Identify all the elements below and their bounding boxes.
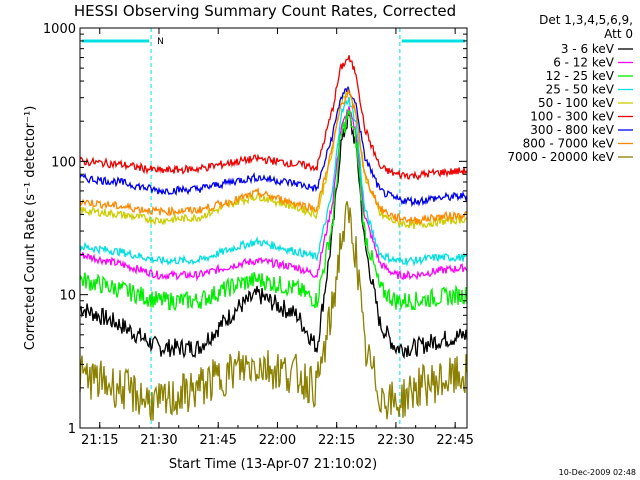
x-tick-label: 21:45 [199,433,236,448]
x-tick-label: 22:15 [318,433,355,448]
y-tick-label: 1 [68,422,76,437]
legend-label: 25 - 50 keV [546,83,615,97]
axes: 21:15 21:30 21:45 22:00 22:15 22:30 22:45 1 10 10… [43,22,474,448]
footer-timestamp: 10-Dec-2009 02:48 [559,468,636,477]
x-tick-label: 21:30 [140,433,177,448]
series-line [79,87,468,230]
legend-label: 6 - 12 keV [553,56,615,70]
series-line [79,86,468,208]
series-line [79,109,468,360]
plot-frame [79,27,468,429]
legend-title-2: Att 0 [604,27,633,41]
y-axis-label: Corrected Count Rate (s⁻¹ detector⁻¹) [23,106,38,351]
series-line [79,201,468,421]
series-line [79,87,468,225]
x-tick-label: 22:30 [377,433,414,448]
series-line [79,55,468,181]
series-line [79,106,468,282]
chart-title: HESSI Observing Summary Count Rates, Cor… [74,2,456,20]
legend-label: 800 - 7000 keV [523,137,615,151]
y-tick-label: 1000 [43,22,76,37]
series-line [79,96,468,267]
legend-label: 100 - 300 keV [530,110,614,124]
night-marker-label: N [157,37,164,47]
legend-label: 50 - 100 keV [538,96,615,110]
y-tick-label: 10 [59,289,76,304]
legend-label: 300 - 800 keV [530,123,614,137]
series-line [79,109,468,312]
legend-title-1: Det 1,3,4,5,6,9, [539,13,633,27]
x-axis-label: Start Time (13-Apr-07 21:10:02) [169,457,377,472]
plot-area: N [79,28,468,428]
legend-label: 12 - 25 keV [546,69,615,83]
x-tick-label: 22:00 [259,433,296,448]
x-tick-label: 22:45 [436,433,473,448]
x-tick-label: 21:15 [81,433,118,448]
legend-label: 3 - 6 keV [561,42,615,56]
legend-label: 7000 - 20000 keV [507,150,614,164]
y-tick-label: 100 [51,155,76,170]
